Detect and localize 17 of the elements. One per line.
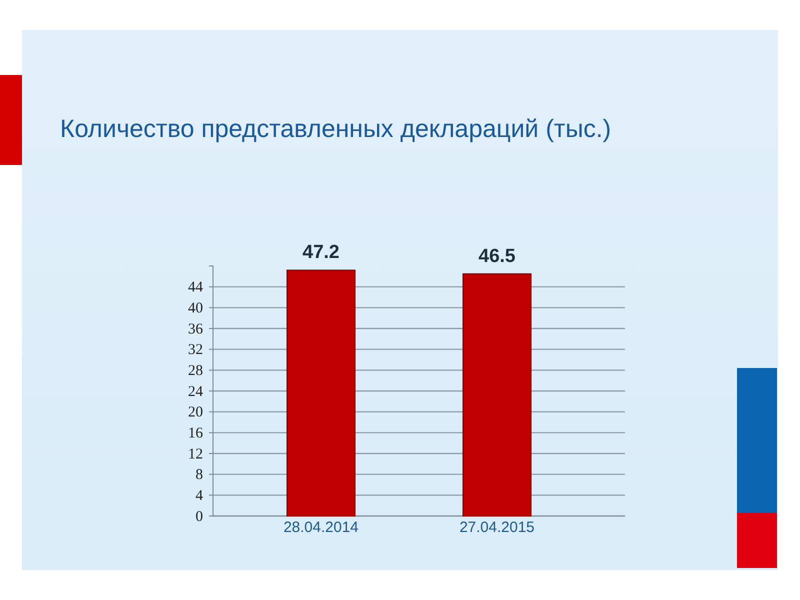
y-tick-label: 40: [188, 300, 203, 316]
chart-title: Количество представленных деклараций (тыс.): [60, 115, 612, 143]
y-tick-label: 36: [188, 321, 204, 338]
y-tick-label: 0: [196, 508, 203, 525]
y-tick-label: 24: [188, 384, 204, 400]
data-label: 47.2: [302, 242, 340, 264]
y-tick-label: 28: [188, 362, 203, 379]
y-tick-label: 16: [188, 425, 204, 442]
x-tick-label: 27.04.2015: [459, 519, 535, 536]
y-tick-label: 4: [196, 488, 204, 504]
y-tick-label: 20: [188, 404, 203, 421]
y-tick-label: 8: [196, 467, 203, 484]
y-tick-label: 44: [188, 280, 204, 296]
y-tick-label: 12: [188, 446, 203, 462]
data-label: 46.5: [478, 246, 516, 267]
y-tick-label: 32: [188, 342, 203, 358]
x-tick-label: 28.04.2014: [283, 519, 359, 536]
